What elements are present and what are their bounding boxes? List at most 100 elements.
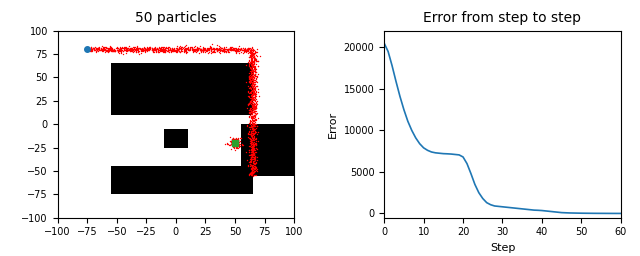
Point bbox=[230, 141, 240, 145]
Point bbox=[189, 47, 200, 51]
Point bbox=[170, 49, 180, 53]
Point bbox=[248, 105, 258, 109]
Point bbox=[150, 46, 161, 50]
Point bbox=[249, 142, 259, 146]
Point bbox=[244, 106, 255, 110]
Point bbox=[135, 47, 145, 51]
Point bbox=[212, 47, 222, 51]
Point bbox=[156, 46, 166, 50]
Point bbox=[246, 66, 256, 70]
Point bbox=[167, 48, 177, 52]
Point bbox=[251, 106, 261, 110]
Point bbox=[171, 48, 181, 52]
Point bbox=[108, 49, 118, 53]
Point bbox=[249, 134, 259, 138]
Point bbox=[251, 59, 261, 63]
Point bbox=[244, 172, 254, 176]
Point bbox=[247, 85, 257, 89]
Point bbox=[204, 46, 214, 50]
Point bbox=[198, 47, 209, 51]
Point bbox=[101, 49, 111, 53]
Point bbox=[223, 47, 234, 51]
Point bbox=[238, 46, 248, 50]
Point bbox=[246, 88, 257, 92]
Point bbox=[156, 49, 166, 53]
Point bbox=[246, 121, 257, 125]
Point bbox=[250, 93, 260, 97]
Point bbox=[245, 95, 255, 100]
Point bbox=[247, 138, 257, 142]
Point bbox=[248, 102, 258, 106]
Point bbox=[242, 48, 252, 52]
Point bbox=[246, 133, 256, 137]
Point bbox=[248, 71, 258, 75]
Point bbox=[175, 46, 185, 50]
Point bbox=[249, 104, 259, 108]
Point bbox=[250, 103, 260, 108]
Point bbox=[215, 47, 225, 51]
Point bbox=[247, 121, 257, 125]
Point bbox=[249, 73, 259, 77]
Point bbox=[246, 109, 257, 113]
Point bbox=[211, 47, 221, 51]
Point bbox=[239, 50, 250, 54]
Point bbox=[107, 48, 117, 52]
Point bbox=[163, 48, 173, 52]
Point bbox=[246, 163, 256, 167]
Point bbox=[247, 62, 257, 66]
Point bbox=[153, 47, 163, 51]
Point bbox=[200, 48, 211, 52]
Point bbox=[244, 75, 254, 79]
Point bbox=[245, 163, 255, 167]
Point bbox=[244, 75, 255, 79]
Point bbox=[249, 103, 259, 107]
Point bbox=[252, 104, 262, 108]
Point bbox=[147, 48, 157, 52]
Point bbox=[250, 155, 260, 159]
Point bbox=[148, 50, 159, 54]
Point bbox=[104, 49, 114, 53]
Point bbox=[168, 48, 179, 52]
Point bbox=[141, 46, 152, 50]
Point bbox=[141, 48, 151, 52]
Point bbox=[248, 122, 258, 126]
Point bbox=[176, 49, 186, 53]
Point bbox=[250, 161, 260, 165]
Point bbox=[228, 46, 238, 50]
Point bbox=[177, 46, 188, 50]
Point bbox=[229, 142, 239, 146]
Point bbox=[247, 153, 257, 157]
Y-axis label: Error: Error bbox=[328, 111, 338, 138]
Point bbox=[246, 62, 256, 66]
Point bbox=[188, 47, 198, 51]
Point bbox=[247, 170, 257, 174]
Point bbox=[123, 46, 133, 50]
Point bbox=[232, 139, 242, 143]
Point bbox=[208, 49, 218, 53]
Point bbox=[242, 158, 252, 162]
Point bbox=[119, 45, 129, 49]
Point bbox=[200, 48, 211, 52]
Point bbox=[246, 145, 257, 149]
Point bbox=[247, 69, 257, 73]
Point bbox=[248, 69, 258, 73]
Point bbox=[85, 48, 95, 52]
Point bbox=[175, 50, 186, 54]
Point bbox=[241, 48, 252, 52]
Point bbox=[86, 48, 96, 52]
Point bbox=[248, 155, 258, 159]
Point bbox=[157, 47, 168, 51]
Point bbox=[106, 45, 116, 49]
Point bbox=[246, 95, 257, 100]
Point bbox=[228, 141, 239, 145]
Point bbox=[230, 143, 240, 147]
Point bbox=[248, 97, 259, 101]
Point bbox=[246, 140, 256, 144]
Point bbox=[191, 48, 202, 52]
Point bbox=[247, 145, 257, 150]
Point bbox=[129, 47, 140, 51]
Point bbox=[228, 140, 239, 144]
Point bbox=[247, 105, 257, 110]
Point bbox=[247, 59, 257, 63]
Point bbox=[250, 131, 260, 135]
